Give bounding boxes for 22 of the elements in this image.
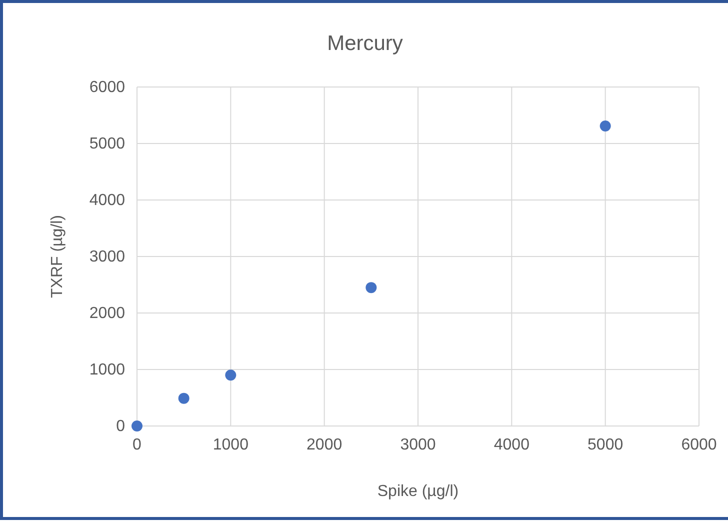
x-tick-label: 1000 bbox=[212, 436, 249, 454]
y-axis-title: TXRF (µg/l) bbox=[49, 215, 66, 298]
point bbox=[225, 370, 236, 381]
x-tick-label: 6000 bbox=[681, 436, 717, 454]
y-tick-label: 0 bbox=[116, 418, 126, 436]
y-tick-label: 4000 bbox=[89, 192, 126, 210]
y-tick-label: 5000 bbox=[89, 136, 126, 153]
x-tick-label: 3000 bbox=[400, 436, 436, 454]
x-tick-label: 0 bbox=[132, 436, 142, 454]
x-tick-label: 4000 bbox=[494, 436, 530, 454]
point bbox=[600, 120, 611, 132]
point bbox=[366, 282, 377, 294]
chart-title: Mercury bbox=[327, 32, 404, 55]
point bbox=[132, 420, 142, 432]
y-tick-label: 2000 bbox=[89, 305, 126, 322]
x-tick-label: 5000 bbox=[588, 436, 624, 454]
y-tick-label: 1000 bbox=[89, 362, 126, 379]
y-tick-label: 3000 bbox=[89, 248, 126, 266]
x-axis-title: Spike (µg/l) bbox=[377, 483, 459, 500]
point bbox=[178, 392, 190, 404]
x-tick-label: 2000 bbox=[306, 436, 342, 454]
y-tick-label: 6000 bbox=[89, 79, 126, 96]
